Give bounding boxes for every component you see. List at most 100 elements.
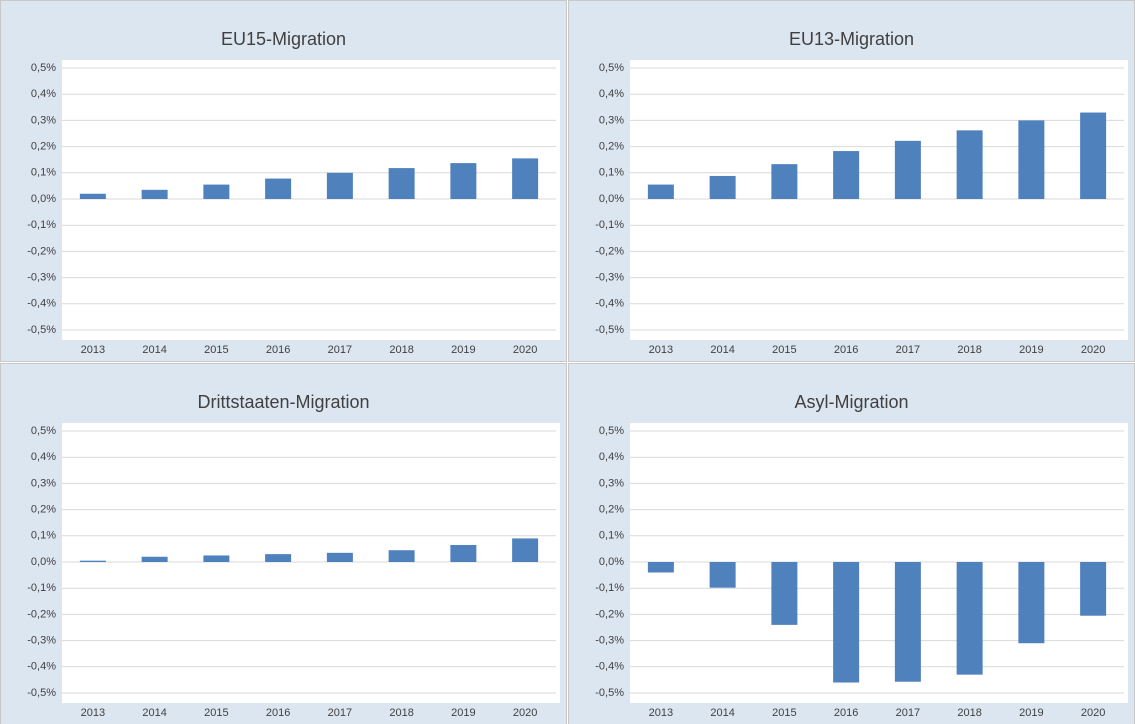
y-tick-label: 0,4% bbox=[31, 88, 56, 100]
plot-area bbox=[62, 423, 560, 703]
chart-title: EU15-Migration bbox=[221, 29, 346, 49]
chart-panel: Asyl-Migration -0,5% -0,4% -0,3% -0,2% -0,1% 0… bbox=[568, 363, 1135, 724]
chart-title: Drittstaaten-Migration bbox=[197, 392, 369, 412]
x-tick-label: 2016 bbox=[266, 707, 290, 719]
bar bbox=[326, 172, 353, 199]
bar bbox=[326, 552, 353, 562]
y-tick-label: 0,3% bbox=[31, 477, 56, 489]
y-tick-label: -0,4% bbox=[595, 661, 624, 673]
y-tick-label: 0,1% bbox=[31, 530, 56, 542]
y-tick-label: 0,4% bbox=[31, 451, 56, 463]
y-tick-label: -0,5% bbox=[27, 687, 56, 699]
y-tick-label: 0,2% bbox=[599, 504, 624, 516]
y-tick-label: 0,5% bbox=[31, 62, 56, 74]
y-tick-label: -0,3% bbox=[595, 272, 624, 284]
bar bbox=[141, 556, 168, 562]
bar bbox=[79, 193, 106, 199]
y-tick-label: -0,2% bbox=[27, 608, 56, 620]
y-tick-label: -0,5% bbox=[27, 324, 56, 336]
x-tick-label: 2017 bbox=[896, 344, 920, 356]
y-tick-label: -0,1% bbox=[27, 219, 56, 231]
x-tick-label: 2018 bbox=[389, 707, 413, 719]
x-tick-label: 2019 bbox=[451, 707, 475, 719]
x-tick-label: 2014 bbox=[710, 344, 734, 356]
y-tick-label: -0,3% bbox=[27, 635, 56, 647]
y-tick-label: 0,5% bbox=[599, 425, 624, 437]
y-tick-label: 0,3% bbox=[599, 477, 624, 489]
bar bbox=[1018, 120, 1045, 199]
bar bbox=[265, 178, 292, 199]
x-tick-label: 2015 bbox=[204, 344, 228, 356]
y-tick-label: -0,3% bbox=[27, 272, 56, 284]
bar bbox=[1018, 562, 1045, 644]
x-tick-label: 2019 bbox=[1019, 707, 1043, 719]
x-tick-label: 2020 bbox=[1081, 707, 1105, 719]
x-tick-label: 2018 bbox=[389, 344, 413, 356]
x-tick-label: 2020 bbox=[513, 344, 537, 356]
x-tick-label: 2014 bbox=[710, 707, 734, 719]
bar bbox=[512, 538, 539, 562]
y-tick-label: -0,4% bbox=[27, 661, 56, 673]
bar bbox=[388, 168, 415, 199]
y-tick-label: 0,5% bbox=[31, 425, 56, 437]
y-tick-label: -0,5% bbox=[595, 324, 624, 336]
bar bbox=[265, 554, 292, 562]
y-tick-label: -0,4% bbox=[595, 298, 624, 310]
x-tick-label: 2013 bbox=[649, 344, 673, 356]
x-tick-label: 2017 bbox=[896, 707, 920, 719]
plot-area bbox=[630, 60, 1128, 340]
y-tick-label: -0,2% bbox=[595, 608, 624, 620]
x-tick-label: 2015 bbox=[772, 707, 796, 719]
x-tick-label: 2018 bbox=[957, 344, 981, 356]
chart-title: Asyl-Migration bbox=[794, 392, 908, 412]
bar bbox=[956, 562, 983, 675]
y-tick-label: -0,3% bbox=[595, 635, 624, 647]
chart-title: EU13-Migration bbox=[789, 29, 914, 49]
y-tick-label: 0,1% bbox=[31, 167, 56, 179]
y-tick-label: -0,4% bbox=[27, 298, 56, 310]
bar bbox=[771, 164, 798, 199]
x-tick-label: 2018 bbox=[957, 707, 981, 719]
x-tick-label: 2013 bbox=[81, 344, 105, 356]
x-tick-label: 2019 bbox=[451, 344, 475, 356]
bar bbox=[956, 130, 983, 199]
plot-area bbox=[62, 60, 560, 340]
bar bbox=[450, 163, 477, 199]
y-tick-label: -0,1% bbox=[27, 582, 56, 594]
x-tick-label: 2013 bbox=[649, 707, 673, 719]
x-tick-label: 2020 bbox=[513, 707, 537, 719]
bar bbox=[833, 151, 860, 199]
bar bbox=[141, 189, 168, 199]
y-tick-label: 0,0% bbox=[599, 556, 624, 568]
bar bbox=[894, 140, 921, 199]
x-tick-label: 2013 bbox=[81, 707, 105, 719]
bar bbox=[512, 158, 539, 199]
bar bbox=[450, 544, 477, 562]
y-tick-label: 0,4% bbox=[599, 451, 624, 463]
y-tick-label: 0,5% bbox=[599, 62, 624, 74]
y-tick-label: 0,3% bbox=[599, 114, 624, 126]
y-tick-label: 0,2% bbox=[31, 504, 56, 516]
bar bbox=[709, 175, 736, 199]
y-tick-label: 0,0% bbox=[31, 556, 56, 568]
y-tick-label: 0,2% bbox=[31, 141, 56, 153]
bar bbox=[1080, 112, 1107, 199]
y-tick-label: -0,1% bbox=[595, 582, 624, 594]
x-tick-label: 2014 bbox=[142, 344, 166, 356]
y-tick-label: 0,2% bbox=[599, 141, 624, 153]
bar bbox=[203, 184, 230, 199]
bar bbox=[833, 562, 860, 683]
y-tick-label: 0,0% bbox=[31, 193, 56, 205]
x-tick-label: 2014 bbox=[142, 707, 166, 719]
y-tick-label: -0,1% bbox=[595, 219, 624, 231]
chart-panel: EU13-Migration -0,5% -0,4% -0,3% -0,2% -0,1% 0… bbox=[568, 0, 1135, 362]
x-tick-label: 2016 bbox=[834, 707, 858, 719]
plot-area bbox=[630, 423, 1128, 703]
y-tick-label: 0,4% bbox=[599, 88, 624, 100]
bar bbox=[771, 562, 798, 625]
bar bbox=[388, 550, 415, 562]
x-tick-label: 2016 bbox=[266, 344, 290, 356]
y-tick-label: 0,1% bbox=[599, 167, 624, 179]
y-tick-label: -0,2% bbox=[27, 245, 56, 257]
